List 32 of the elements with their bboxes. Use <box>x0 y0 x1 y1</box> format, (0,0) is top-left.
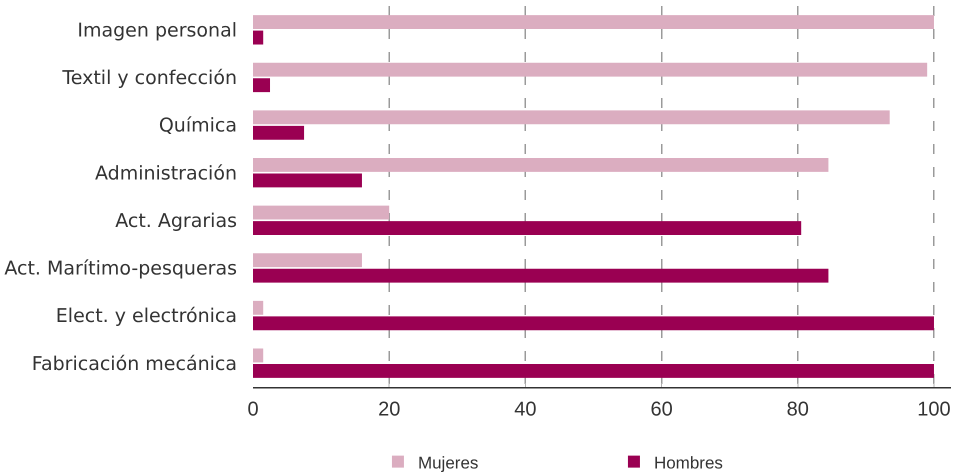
x-tick-label: 100 <box>917 398 951 420</box>
bar <box>253 221 802 236</box>
bar <box>253 62 928 77</box>
x-tick-label: 80 <box>786 398 809 420</box>
y-tick-label: Textil y confección <box>61 67 237 90</box>
bar <box>253 364 934 378</box>
bar <box>253 173 362 188</box>
x-tick-label: 0 <box>247 398 259 420</box>
x-tick-label: 60 <box>650 398 673 420</box>
bar <box>253 253 362 268</box>
y-tick-label: Fabricación mecánica <box>32 352 237 375</box>
bar <box>253 78 270 92</box>
bar <box>253 30 264 45</box>
y-tick-label: Imagen personal <box>77 19 237 42</box>
bar <box>253 268 828 283</box>
y-tick-label: Administración <box>94 162 237 184</box>
x-tick-label: 20 <box>378 398 400 420</box>
y-tick-label: Act. Marítimo-pesqueras <box>4 258 237 280</box>
y-tick-label: Química <box>158 114 237 137</box>
bar <box>253 126 304 140</box>
bar <box>253 15 934 30</box>
bar <box>253 110 890 124</box>
bar <box>253 300 264 315</box>
x-tick-label: 40 <box>514 398 537 420</box>
legend-label: Mujeres <box>418 453 478 472</box>
y-tick-label: Elect. y electrónica <box>56 305 237 328</box>
legend-label: Hombres <box>654 453 723 472</box>
bar <box>253 158 828 172</box>
y-tick-label: Act. Agrarias <box>115 210 237 232</box>
bar <box>253 348 264 362</box>
bar <box>253 316 934 330</box>
bar <box>253 206 390 220</box>
